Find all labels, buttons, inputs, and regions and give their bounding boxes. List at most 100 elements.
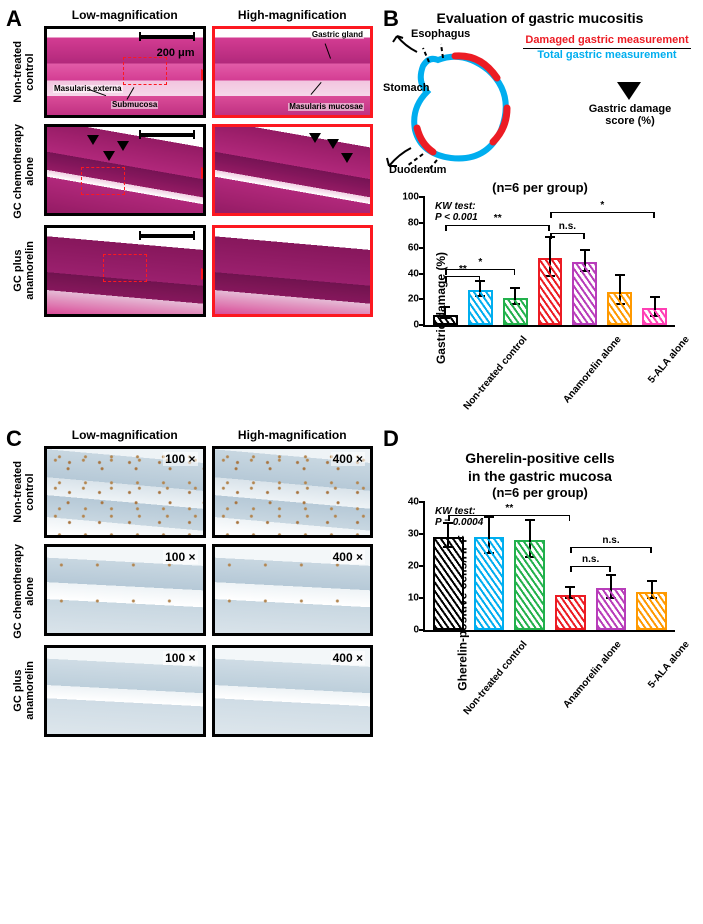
arrowhead-icon [309,133,321,143]
significance-bracket-icon [448,515,570,519]
panel-a-row-2: GC chemotherapyalone [12,124,373,219]
significance-label: n.s. [559,221,576,232]
arrowhead-icon [103,151,115,161]
error-bar-icon [444,306,446,319]
panel-c-row-1: Non-treatedcontrol 100 × 400 × [12,446,373,538]
panel-a-row2-label: GC chemotherapyalone [12,124,38,219]
bar [596,588,627,630]
label-duodenum: Duodenum [389,164,446,176]
error-bar-icon [584,249,586,272]
ytick-label: 40 [395,497,419,508]
anno-gastric-gland: Gastric gland [311,31,364,39]
leader-line-icon [310,82,321,95]
frac-numerator: Damaged gastric measurement [525,34,688,46]
panel-c-r2-low-image: 100 × [44,544,206,636]
error-bar-icon [569,586,571,599]
bar [642,308,667,325]
ytick-label: 0 [395,625,419,636]
panel-a-col-headers: Low-magnification High-magnification [12,8,373,22]
panel-a-high-header: High-magnification [212,8,374,22]
significance-bracket-icon [570,547,651,551]
panel-c-r1-low-image: 100 × [44,446,206,538]
significance-bracket-icon [570,566,611,570]
leader-line-icon [324,43,331,58]
panel-b-fraction: Damaged gastric measurement Total gastri… [523,34,691,61]
panel-a-r2-high-image [212,124,374,216]
panel-c-row-3: GC plusanamorelin 100 × 400 × [12,645,373,737]
error-bar-icon [529,519,531,557]
ytick-label: 40 [395,268,419,279]
panel-d-letter: D [383,426,399,452]
label-stomach: Stomach [383,82,429,94]
error-bar-icon [654,296,656,316]
zoom-arrow-icon [201,268,206,280]
bar [514,540,545,630]
ytick-label: 30 [395,529,419,540]
panel-c-r3-high-image: 400 × [212,645,374,737]
inset-box-icon [123,57,167,85]
panel-d-title: Gherelin-positive cells in the gastric m… [385,450,695,485]
panel-c-row2-label: GC chemotherapyalone [12,544,38,639]
down-arrow-icon [617,82,641,100]
zoom-arrow-icon [201,69,206,81]
panel-c-row3-label: GC plusanamorelin [12,661,38,720]
frac-denominator: Total gastric measurement [537,49,676,61]
panel-d: D Gherelin-positive cells in the gastric… [385,428,695,743]
significance-bracket-icon [550,212,655,216]
arrowhead-icon [117,141,129,151]
panel-d-n: (n=6 per group) [385,485,695,500]
panel-b-letter: B [383,6,399,32]
arrowhead-icon [327,139,339,149]
inset-box-icon [81,167,125,195]
mag-label: 100 × [163,550,197,564]
ytick-label: 20 [395,561,419,572]
scale-bar [139,35,195,45]
panel-c-high-header: High-magnification [212,428,374,442]
significance-label: ** [494,213,502,224]
error-bar-icon [514,287,516,305]
panel-b-n: (n=6 per group) [385,180,695,195]
ytick-label: 10 [395,593,419,604]
panel-a: A Low-magnification High-magnification N… [8,8,373,418]
panel-c-row-2: GC chemotherapyalone 100 × 400 × [12,544,373,639]
mag-label: 400 × [331,651,365,665]
significance-bracket-icon [445,225,550,229]
inset-box-icon [103,254,147,282]
bar [474,537,505,630]
panel-a-r2-low-image [44,124,206,216]
panel-b-title: Evaluation of gastric mucositis [385,10,695,26]
bar [503,298,528,325]
panel-a-letter: A [6,6,22,32]
panel-b-xlabels: Non-treated controlAnamorelin alone5-ALA… [423,327,675,342]
score-label: Gastric damage score (%) [575,103,685,127]
mag-label: 400 × [331,452,365,466]
bar [607,292,632,325]
panel-c-row1-label: Non-treatedcontrol [12,461,38,523]
panel-b: B Evaluation of gastric mucositis [385,8,695,418]
ytick-label: 80 [395,217,419,228]
mag-label: 100 × [163,651,197,665]
panel-a-r3-low-image [44,225,206,317]
panel-d-plot: KW test:P = 0.0004 010203040**n.s.n.s. [423,502,675,632]
significance-bracket-icon [445,276,480,280]
zoom-arrow-icon [201,167,206,179]
figure: A Low-magnification High-magnification N… [8,8,695,743]
significance-label: * [478,257,482,268]
leader-line-icon [126,87,134,100]
mag-label: 400 × [331,550,365,564]
ytick-label: 0 [395,320,419,331]
panel-a-low-header: Low-magnification [44,8,206,22]
significance-bracket-icon [445,269,515,273]
panel-d-title-l1: Gherelin-positive cells [465,450,614,466]
panel-b-chart: Gastric damage (%) KW test:P < 0.001 020… [385,197,695,418]
anno-musc-externa: Masularis externa [53,85,123,93]
panel-a-r3-high-image [212,225,374,317]
panel-a-row1-label: Non-treatedcontrol [12,41,38,103]
panel-a-row-3: GC plusanamorelin [12,225,373,317]
panel-b-plot: KW test:P < 0.001 020406080100*****n.s.* [423,197,675,327]
ytick-label: 20 [395,294,419,305]
arrowhead-icon [341,153,353,163]
panel-d-chart: Gherelin-positive cells/HPF KW test:P = … [385,502,695,723]
panel-c-col-headers: Low-magnification High-magnification [12,428,373,442]
panel-a-r1-low-image: 200 μm Masularis externa Submucosa [44,26,206,118]
